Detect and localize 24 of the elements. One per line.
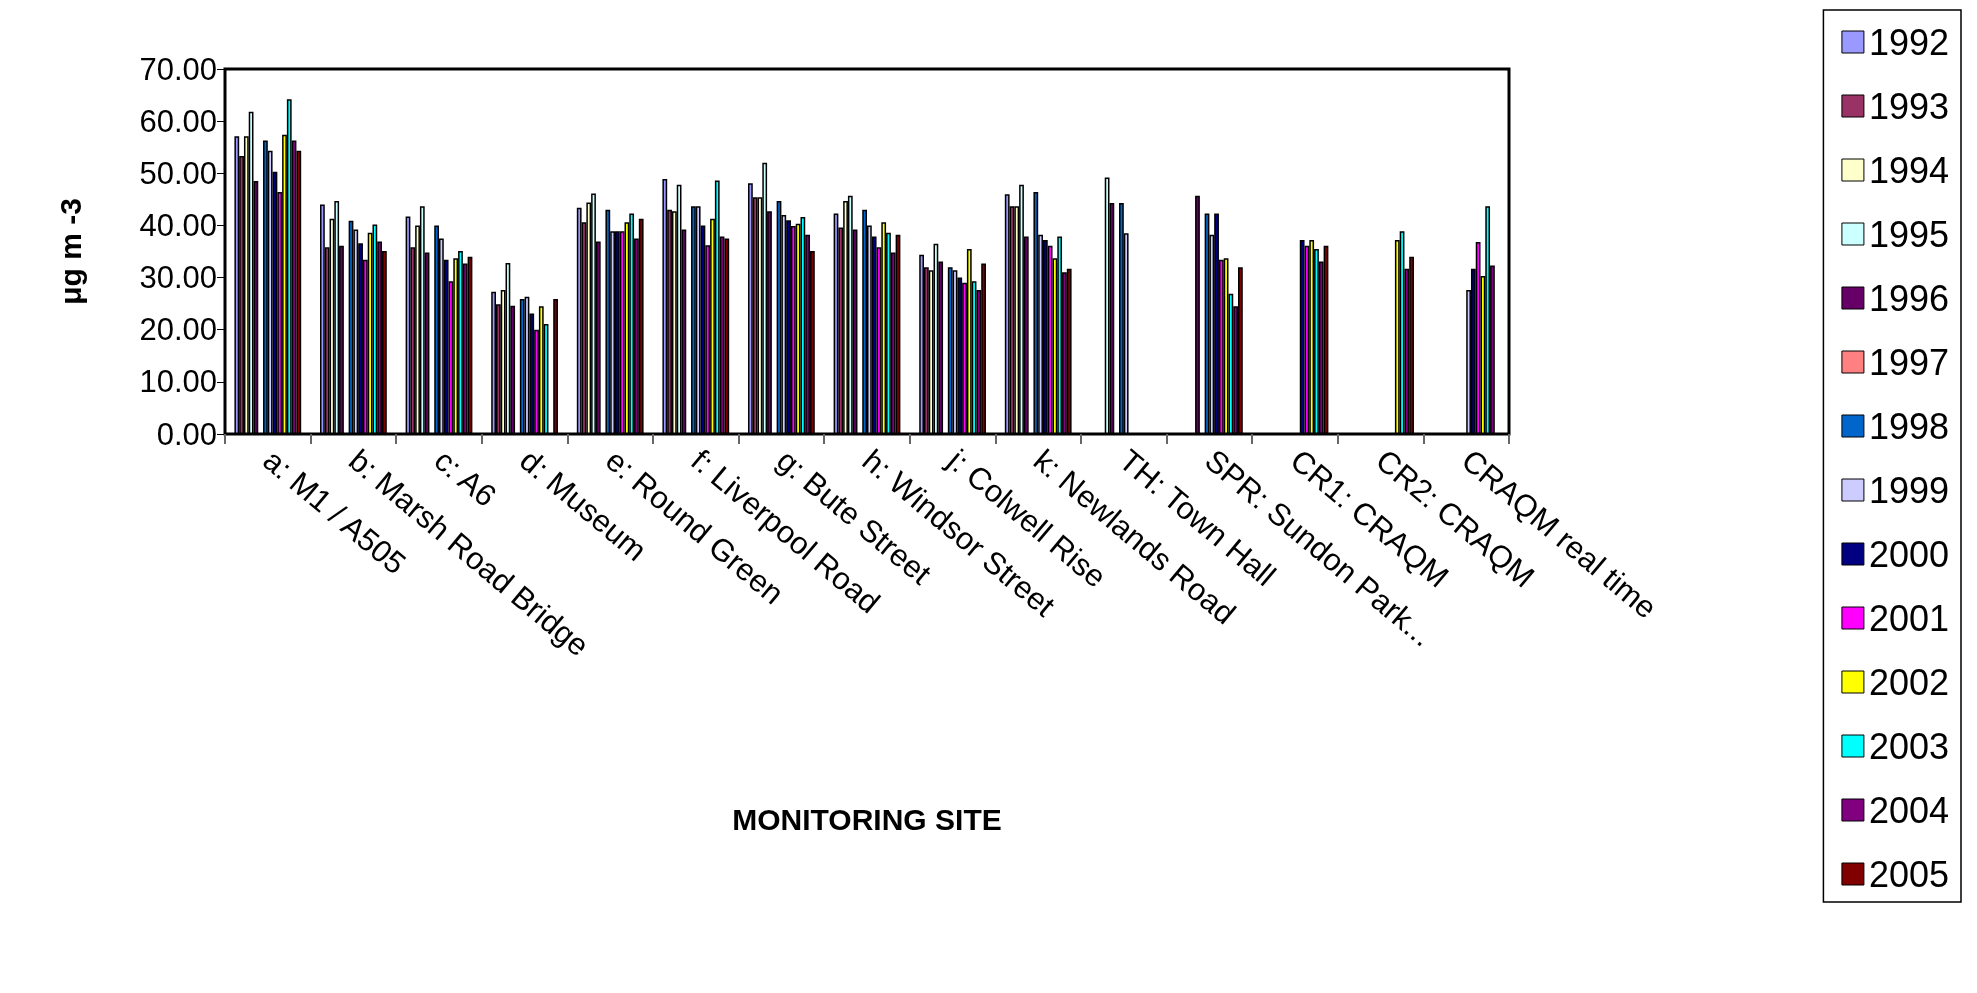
y-tick-label: 40.00 [139,207,217,243]
y-tick-label: 50.00 [139,155,217,191]
y-tick-label: 30.00 [139,260,217,296]
y-tick-label: 60.00 [139,103,217,139]
legend-label: 1994 [1868,149,1950,191]
legend-label: 2005 [1868,853,1950,895]
y-tick-label: 70.00 [139,51,217,87]
legend-label: 1995 [1868,213,1950,255]
legend-label: 1998 [1868,405,1950,447]
y-tick-label: 0.00 [156,416,217,452]
y-axis-title: μg m -3 [53,198,87,305]
y-tick-label: 20.00 [139,312,217,348]
legend-label: 2000 [1868,533,1950,575]
y-tick-label: 10.00 [139,364,217,400]
legend-label: 2004 [1868,789,1950,831]
legend-label: 1999 [1868,469,1950,511]
legend-label: 1992 [1868,21,1950,63]
legend-label: 2003 [1868,725,1950,767]
legend-label: 1996 [1868,277,1950,319]
legend-label: 1993 [1868,85,1950,127]
legend-label: 1997 [1868,341,1950,383]
legend-label: 2001 [1868,597,1950,639]
legend-label: 2002 [1868,661,1950,703]
x-axis-title: MONITORING SITE [732,802,1002,836]
